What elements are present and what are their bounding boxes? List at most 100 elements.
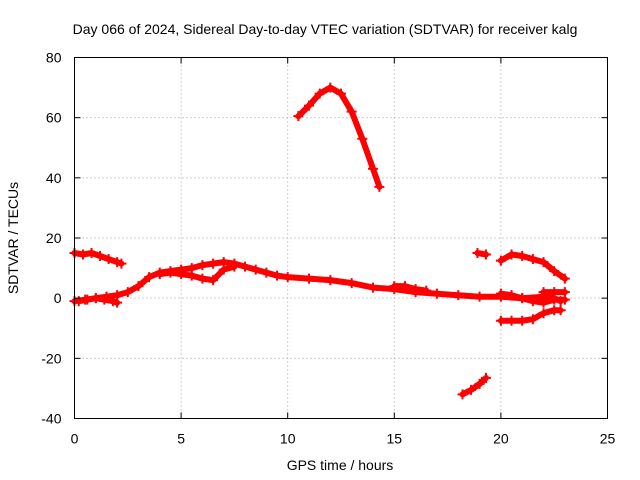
data-point <box>250 264 261 275</box>
data-point <box>457 389 468 400</box>
series-trace <box>71 259 564 305</box>
data-point <box>399 281 410 292</box>
data-point <box>197 273 208 284</box>
data-point <box>144 272 155 283</box>
chart-title: Day 066 of 2024, Sidereal Day-to-day VTE… <box>73 21 578 37</box>
data-point <box>208 258 219 269</box>
plot-frame <box>74 57 608 419</box>
data-point <box>78 249 89 260</box>
series-arc-h <box>457 372 491 400</box>
data-point <box>103 254 114 265</box>
data-point <box>527 314 538 325</box>
series-arc-f <box>472 248 491 260</box>
data-point <box>480 249 491 260</box>
data-point <box>506 290 517 301</box>
data-point <box>186 270 197 281</box>
data-point <box>95 251 106 262</box>
series-arc-d <box>293 82 385 192</box>
data-point <box>410 284 421 295</box>
data-point <box>466 384 477 395</box>
data-point <box>116 258 127 269</box>
data-point <box>86 248 97 259</box>
y-tick-label: -40 <box>41 411 61 427</box>
data-point <box>517 315 528 326</box>
data-point <box>374 181 385 192</box>
data-point <box>389 281 400 292</box>
data-point <box>506 315 517 326</box>
data-point <box>357 133 368 144</box>
data-point <box>480 372 491 383</box>
series-arc-k <box>495 288 570 308</box>
data-point <box>325 275 336 286</box>
x-tick-label: 20 <box>493 431 509 447</box>
data-point <box>474 378 485 389</box>
series-arc-g <box>495 249 570 284</box>
x-tick-label: 15 <box>387 431 403 447</box>
data-point <box>495 288 506 299</box>
data-point <box>112 297 123 308</box>
data-point <box>304 100 315 111</box>
series-layer <box>69 82 570 400</box>
data-point <box>421 285 432 296</box>
data-point <box>165 267 176 278</box>
data-point <box>559 294 570 305</box>
data-point <box>367 282 378 293</box>
y-tick-label: 40 <box>46 170 62 186</box>
data-point <box>99 294 110 305</box>
data-point <box>314 88 325 99</box>
data-point <box>90 293 101 304</box>
grid-lines <box>74 57 608 419</box>
series-trace <box>295 84 383 190</box>
data-point <box>122 287 133 298</box>
data-point <box>472 248 483 259</box>
series-arc-e <box>389 281 432 296</box>
data-point <box>346 278 357 289</box>
data-point <box>495 315 506 326</box>
data-point <box>517 251 528 262</box>
data-point <box>229 261 240 272</box>
series-arc-b-main <box>69 257 566 307</box>
data-point <box>527 296 538 307</box>
series-arc-a <box>69 248 127 269</box>
data-point <box>197 260 208 271</box>
axis-ticks: 0 5 10 15 20 25 -40 -20 0 20 40 60 80 <box>41 50 615 447</box>
data-point <box>261 267 272 278</box>
data-point <box>133 281 144 292</box>
series-trace <box>391 283 430 294</box>
data-point <box>538 297 549 308</box>
data-point <box>208 275 219 286</box>
series-arc-c <box>154 261 240 286</box>
data-point <box>82 294 93 305</box>
data-point <box>293 111 304 122</box>
data-point <box>559 273 570 284</box>
data-point <box>240 261 251 272</box>
data-point <box>474 291 485 302</box>
data-point <box>453 290 464 301</box>
x-tick-label: 25 <box>600 431 616 447</box>
data-point <box>272 270 283 281</box>
data-point <box>506 249 517 260</box>
series-trace <box>459 374 489 398</box>
data-point <box>336 88 346 99</box>
data-point <box>527 254 538 265</box>
series-arc-i <box>495 305 566 326</box>
data-point <box>346 106 357 117</box>
y-tick-label: 0 <box>54 290 62 306</box>
x-tick-label: 5 <box>177 431 185 447</box>
y-tick-label: 60 <box>46 110 62 126</box>
y-tick-label: 80 <box>46 50 62 66</box>
data-point <box>538 287 549 298</box>
y-tick-label: -20 <box>41 350 61 366</box>
data-point <box>367 163 378 174</box>
y-axis-title: SDTVAR / TECUs <box>5 182 21 294</box>
series-arc-b-low <box>73 293 123 308</box>
data-point <box>555 305 566 316</box>
data-point <box>538 308 549 319</box>
data-point <box>495 255 506 266</box>
x-tick-label: 0 <box>71 431 79 447</box>
data-point <box>538 257 549 268</box>
data-point <box>218 264 229 275</box>
data-point <box>325 82 336 93</box>
y-tick-label: 20 <box>46 230 62 246</box>
